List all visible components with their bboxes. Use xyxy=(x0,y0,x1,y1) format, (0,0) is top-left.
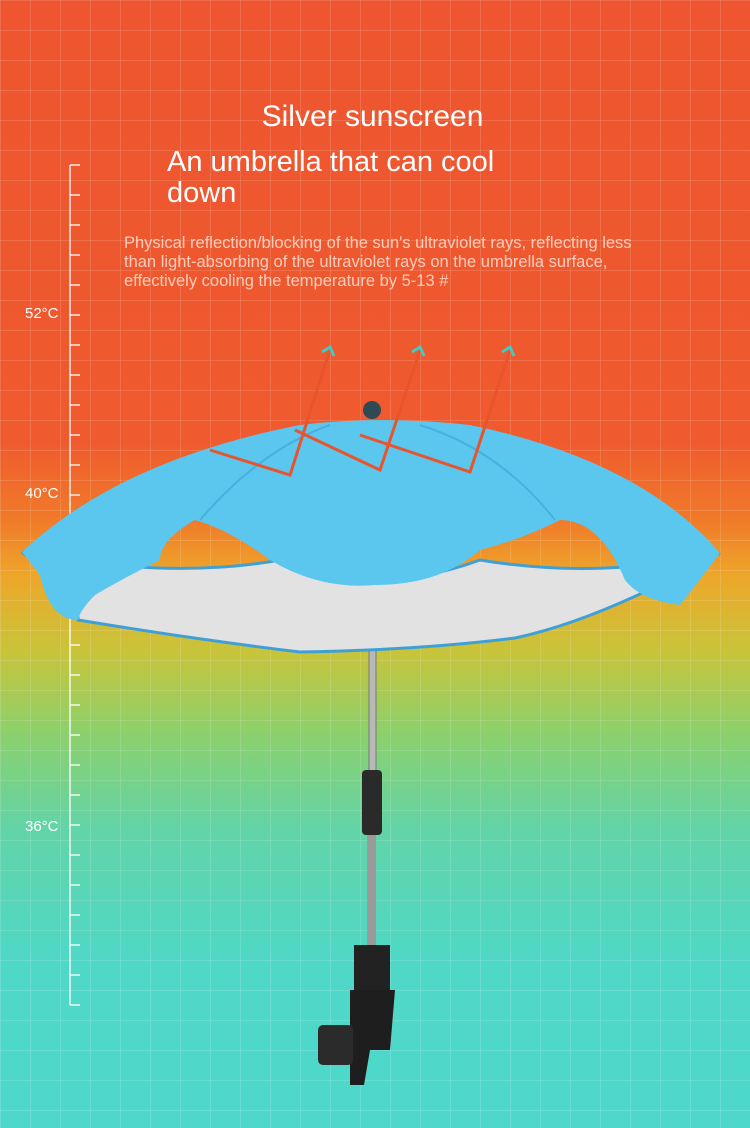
scale-label-52: 52°C xyxy=(25,305,59,322)
scale-label-36: 36°C xyxy=(25,818,59,835)
headline: Silver sunscreen xyxy=(261,100,484,133)
umbrella-canopy xyxy=(21,401,721,654)
subheadline: An umbrella that can cool down xyxy=(167,146,495,209)
description: Physical reflection/blocking of the sun'… xyxy=(124,234,632,290)
scale-label-40: 40°C xyxy=(25,485,59,502)
umbrella-pole xyxy=(318,584,395,1085)
reflection-arrows xyxy=(209,344,516,477)
